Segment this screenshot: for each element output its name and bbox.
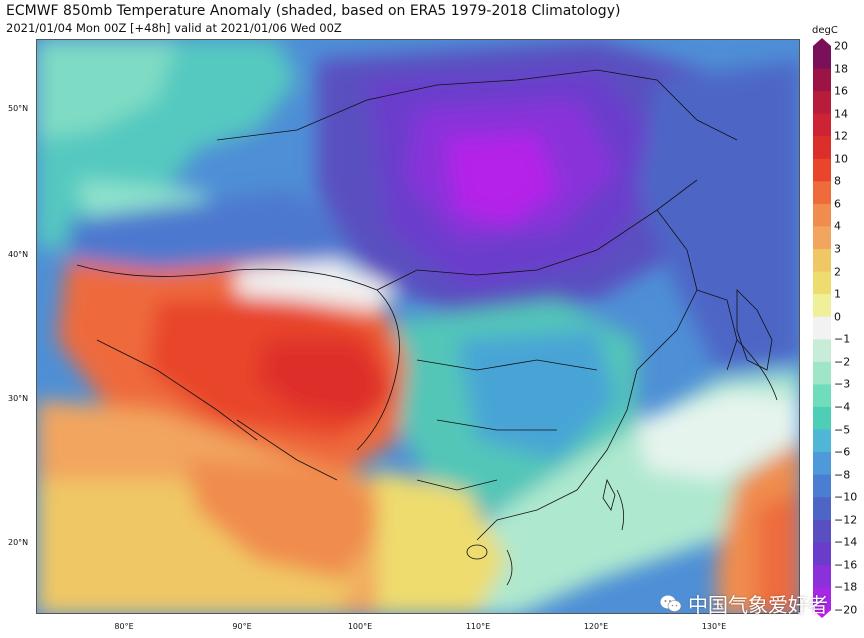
colorbar-tick-label: 4 xyxy=(834,219,841,233)
colorbar-tick-label: 2 xyxy=(834,265,841,279)
colorbar-tick-label: −14 xyxy=(834,535,858,549)
colorbar-tick-label: 18 xyxy=(834,62,848,76)
colorbar xyxy=(813,38,831,618)
colorbar-segment xyxy=(813,519,831,543)
colorbar-tick-label: 14 xyxy=(834,107,848,121)
colorbar-tick-label: 6 xyxy=(834,197,841,211)
map-title: ECMWF 850mb Temperature Anomaly (shaded,… xyxy=(6,3,621,19)
colorbar-segment xyxy=(813,294,831,318)
colorbar-segment xyxy=(813,497,831,521)
japan-outline xyxy=(736,289,773,371)
colorbar-tick-label: −5 xyxy=(834,423,851,437)
lon-label-90: 90°E xyxy=(232,622,252,631)
lat-label-30: 30°N xyxy=(8,394,29,403)
colorbar-tick-label: 1 xyxy=(834,287,841,301)
colorbar-extend-bottom xyxy=(813,610,831,618)
hainan-outline xyxy=(466,544,488,560)
colorbar-segment xyxy=(813,91,831,115)
lon-label-110: 110°E xyxy=(465,622,491,631)
colorbar-segment xyxy=(813,406,831,431)
lat-label-20: 20°N xyxy=(8,538,29,547)
lon-label-100: 100°E xyxy=(347,622,373,631)
colorbar-tick-label: −20 xyxy=(834,603,858,617)
colorbar-tick-label: −12 xyxy=(834,513,858,527)
colorbar-segment xyxy=(813,316,831,340)
colorbar-tick-label: −10 xyxy=(834,490,858,504)
colorbar-tick-label: 8 xyxy=(834,174,841,188)
wechat-icon xyxy=(660,595,682,612)
anomaly-field xyxy=(37,40,799,613)
colorbar-segment xyxy=(813,429,831,453)
lat-label-50: 50°N xyxy=(8,104,29,113)
colorbar-tick-label: −8 xyxy=(834,468,851,482)
colorbar-tick-label: −2 xyxy=(834,355,851,369)
colorbar-segment xyxy=(813,339,831,363)
colorbar-tick-label: −6 xyxy=(834,445,851,459)
colorbar-segment xyxy=(813,271,831,295)
colorbar-segment xyxy=(813,474,831,498)
colorbar-tick-label: −1 xyxy=(834,332,851,346)
colorbar-segment xyxy=(813,113,831,137)
colorbar-segment xyxy=(813,158,831,182)
map-subtitle: 2021/01/04 Mon 00Z [+48h] valid at 2021/… xyxy=(6,21,342,35)
anomaly-map xyxy=(36,39,800,614)
colorbar-segment xyxy=(813,68,831,92)
colorbar-tick-label: 10 xyxy=(834,152,848,166)
map-boundaries xyxy=(76,69,778,586)
lon-label-80: 80°E xyxy=(114,622,134,631)
colorbar-tick-label: 12 xyxy=(834,129,848,143)
colorbar-segment xyxy=(813,203,831,227)
watermark-text: 中国气象爱好者 xyxy=(688,593,828,617)
watermark: 中国气象爱好者 xyxy=(660,589,828,618)
colorbar-segment xyxy=(813,226,831,250)
colorbar-extend-top xyxy=(813,38,831,46)
colorbar-segment xyxy=(813,384,831,408)
colorbar-tick-label: 16 xyxy=(834,84,848,98)
colorbar-tick-label: −4 xyxy=(834,400,851,414)
colorbar-segment xyxy=(813,542,831,566)
colorbar-tick-label: −3 xyxy=(834,377,851,391)
lat-label-40: 40°N xyxy=(8,250,29,259)
taiwan-outline xyxy=(602,478,616,511)
colorbar-tick-label: 0 xyxy=(834,310,841,324)
colorbar-segment xyxy=(813,452,831,476)
colorbar-segment xyxy=(813,564,831,588)
colorbar-tick-label: 3 xyxy=(834,242,841,256)
lon-label-130: 130°E xyxy=(701,622,727,631)
lon-label-120: 120°E xyxy=(583,622,609,631)
colorbar-segment xyxy=(813,361,831,385)
colorbar-segment xyxy=(813,249,831,273)
colorbar-segment xyxy=(813,136,831,160)
colorbar-segment xyxy=(813,587,831,611)
anomaly-shading xyxy=(37,40,799,613)
colorbar-tick-label: −16 xyxy=(834,558,858,572)
colorbar-tick-label: 20 xyxy=(834,39,848,53)
colorbar-segment xyxy=(813,46,831,70)
colorbar-segment xyxy=(813,181,831,205)
colorbar-tick-label: −18 xyxy=(834,580,858,594)
colorbar-unit: degC xyxy=(812,25,838,36)
